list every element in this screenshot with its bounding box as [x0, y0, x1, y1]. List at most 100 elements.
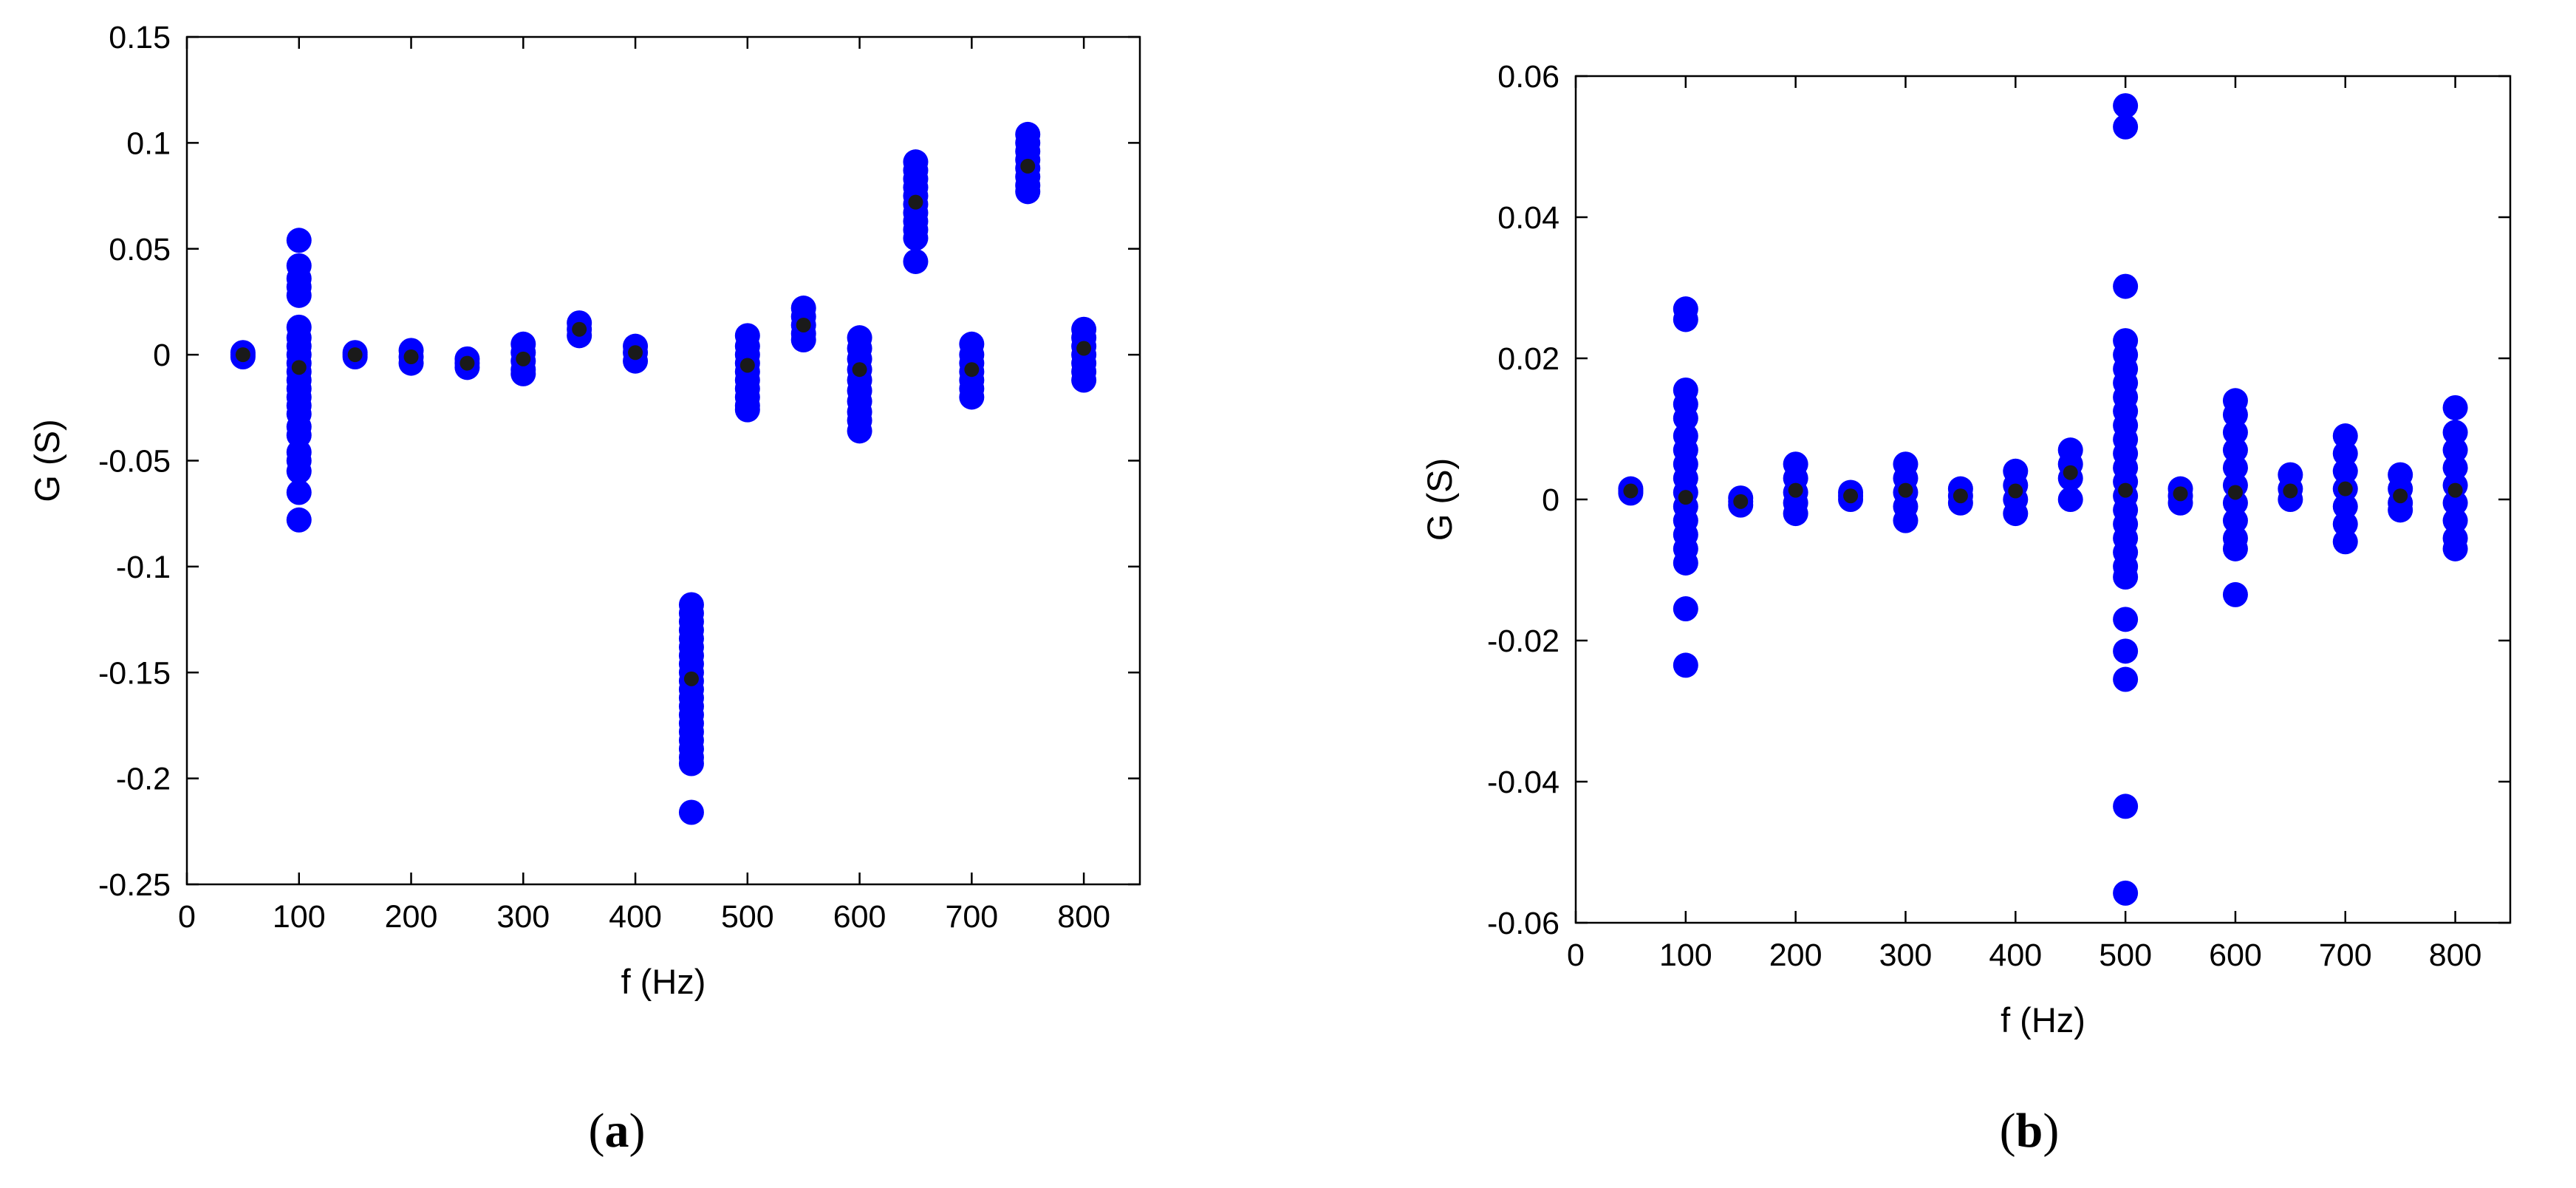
- y-tick-label-b: 0.02: [1497, 341, 1559, 377]
- sample-point-b: [2332, 440, 2358, 466]
- mean-point-b: [1733, 494, 1749, 509]
- sample-point-b: [2442, 420, 2468, 446]
- chart-panel-b: 0 100 200 300 400 500 600 700 800 -0.06 -0.04 -0.02…: [1420, 59, 2512, 1158]
- sample-point-a: [1071, 367, 1097, 393]
- x-tick-label-b: 500: [2099, 938, 2152, 973]
- mean-point-b: [1678, 490, 1693, 505]
- y-tick-label-a: -0.05: [98, 444, 171, 479]
- x-axis-label-b: f (Hz): [2001, 1000, 2085, 1040]
- x-tick-label-a: 200: [385, 899, 438, 935]
- sample-point-b: [2003, 501, 2029, 527]
- sample-point-a: [678, 751, 704, 776]
- sample-point-b: [2332, 423, 2358, 449]
- x-axis-label-a: f (Hz): [621, 962, 706, 1001]
- x-tick-label-b: 700: [2319, 938, 2372, 973]
- sample-point-b: [2222, 536, 2248, 561]
- sample-point-b: [2332, 458, 2358, 484]
- mean-point-b: [2227, 485, 2243, 500]
- y-tick-label-b: 0.06: [1497, 59, 1559, 95]
- mean-point-b: [2063, 465, 2078, 480]
- mean-point-b: [2337, 481, 2353, 496]
- sample-point-a: [286, 458, 312, 484]
- y-axis-label-a: G (S): [27, 419, 66, 502]
- mean-point-a: [683, 671, 699, 686]
- x-tick-label-b: 600: [2209, 938, 2262, 973]
- sample-point-b: [1673, 550, 1698, 576]
- y-tick-label-a: 0.1: [126, 126, 171, 161]
- sample-point-b: [2222, 490, 2248, 516]
- x-tick-label-b: 100: [1659, 938, 1712, 973]
- sample-point-b: [2332, 529, 2358, 555]
- mean-point-b: [1623, 483, 1639, 499]
- x-tick-label-b: 0: [1567, 938, 1585, 973]
- mean-point-a: [964, 362, 980, 378]
- sample-point-b: [2388, 497, 2413, 523]
- sample-point-a: [1015, 179, 1041, 205]
- x-tick-label-a: 600: [833, 899, 886, 935]
- mean-point-b: [2283, 483, 2298, 499]
- mean-point-a: [459, 355, 475, 371]
- mean-point-a: [235, 347, 250, 363]
- sample-point-b: [2113, 880, 2139, 906]
- sample-point-b: [2222, 508, 2248, 533]
- sample-point-a: [286, 282, 312, 308]
- plot-frame-a: [185, 35, 1141, 886]
- sample-point-b: [2113, 114, 2139, 140]
- sample-point-a: [286, 507, 312, 533]
- sample-point-b: [1893, 508, 1919, 533]
- sample-point-a: [510, 361, 536, 386]
- sample-point-b: [2332, 511, 2358, 537]
- sample-point-a: [790, 327, 816, 353]
- mean-point-a: [908, 194, 923, 210]
- x-tick-label-a: 300: [496, 899, 550, 935]
- panel-letter-a: a: [605, 1104, 629, 1158]
- axes-a: 0 100 200 300 400 500 600 700 800 -0.25 -0.2 -0.15 -…: [98, 20, 1140, 935]
- sample-point-b: [2057, 487, 2083, 512]
- sample-point-b: [1673, 307, 1698, 332]
- sample-point-b: [2332, 494, 2358, 519]
- y-tick-label-a: -0.2: [116, 762, 171, 797]
- mean-point-b: [2118, 482, 2133, 498]
- panel-label-a: (a): [589, 1104, 646, 1158]
- sample-point-a: [903, 225, 929, 251]
- sample-point-a: [678, 799, 704, 825]
- mean-point-a: [572, 321, 587, 337]
- sample-point-b: [2222, 437, 2248, 463]
- sample-point-b: [2113, 93, 2139, 119]
- mean-point-a: [347, 347, 363, 363]
- mean-point-a: [291, 360, 307, 375]
- mean-point-a: [1020, 158, 1036, 174]
- x-tick-label-a: 500: [721, 899, 774, 935]
- y-tick-label-a: 0.15: [109, 20, 171, 55]
- mean-point-b: [2173, 486, 2188, 502]
- sample-point-a: [286, 479, 312, 505]
- x-tick-label-b: 200: [1769, 938, 1822, 973]
- mean-point-b: [2008, 483, 2023, 499]
- x-tick-label-a: 800: [1057, 899, 1110, 935]
- x-tick-label-a: 700: [945, 899, 998, 935]
- sample-point-b: [2113, 564, 2139, 590]
- sample-point-b: [2442, 437, 2468, 463]
- x-tick-label-b: 400: [1989, 938, 2042, 973]
- sample-point-b: [2222, 402, 2248, 428]
- sample-point-b: [2442, 536, 2468, 561]
- sample-point-b: [1673, 406, 1698, 431]
- x-tick-label-a: 0: [178, 899, 196, 935]
- x-tick-label-a: 100: [273, 899, 326, 935]
- panel-label-b: (b): [2000, 1104, 2060, 1158]
- mean-point-b: [1898, 482, 1913, 498]
- mean-point-a: [852, 362, 867, 378]
- mean-point-a: [1076, 341, 1092, 356]
- plot-area-a: [230, 121, 1097, 825]
- chart-panel-a: 0 100 200 300 400 500 600 700 800 -0.25 -0.2 -0.15 -…: [27, 20, 1141, 1158]
- y-tick-label-b: -0.04: [1487, 765, 1559, 800]
- mean-point-b: [2447, 482, 2463, 498]
- sample-point-a: [847, 418, 872, 444]
- sample-point-b: [2113, 273, 2139, 299]
- y-tick-label-b: -0.06: [1487, 906, 1559, 941]
- sample-point-b: [2113, 793, 2139, 819]
- mean-point-a: [628, 345, 643, 361]
- mean-point-b: [1843, 488, 1859, 504]
- sample-point-b: [2442, 508, 2468, 533]
